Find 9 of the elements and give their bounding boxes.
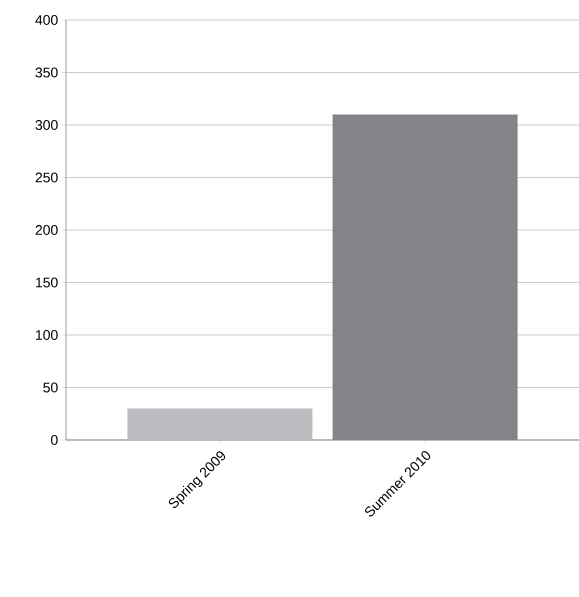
y-tick-label: 100 [36, 330, 58, 340]
y-tick-label: 200 [36, 225, 58, 235]
y-tick-label: 250 [36, 172, 58, 182]
y-tick-label: 400 [35, 15, 58, 25]
y-tick-label: 350 [35, 68, 58, 78]
y-tick-label: 50 [43, 382, 58, 392]
y-tick-label: 300 [35, 120, 58, 130]
y-tick-label: 0 [51, 435, 58, 445]
y-tick-label: 150 [36, 278, 58, 288]
